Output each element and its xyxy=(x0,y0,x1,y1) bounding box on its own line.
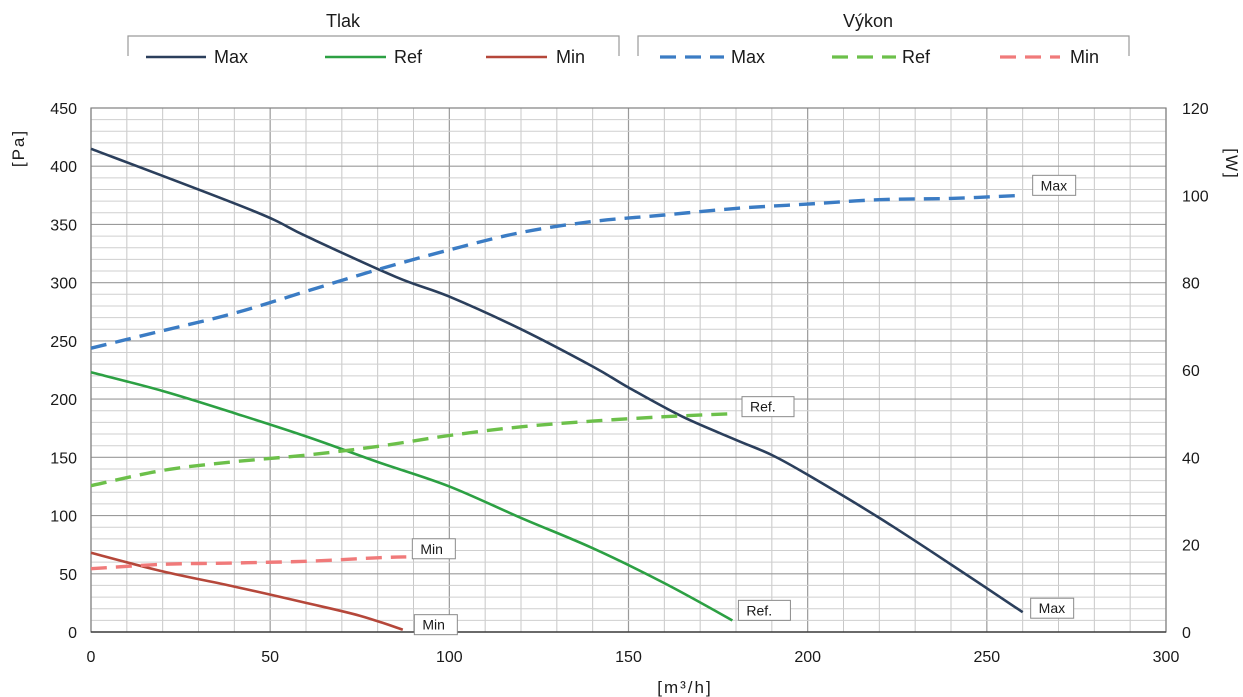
legend-label: Ref xyxy=(902,47,931,67)
y-right-tick-label: 40 xyxy=(1182,450,1200,467)
legend-group-bracket xyxy=(127,35,620,56)
annotation-text: Max xyxy=(1041,177,1067,193)
annotation-text: Ref. xyxy=(750,399,776,415)
annotation-label: Ref. xyxy=(737,599,791,621)
y-left-tick-label: 300 xyxy=(50,276,77,293)
annotation-box xyxy=(1032,174,1077,196)
legend-label: Ref xyxy=(394,47,423,67)
y-left-axis-title: [Pa] xyxy=(9,129,28,167)
y-right-tick-label: 60 xyxy=(1182,363,1200,380)
tick-labels: 0 50 100 150 200 250 3000501001502002503003504… xyxy=(50,101,1209,666)
series-lines xyxy=(90,147,1024,631)
x-tick-label: 100 xyxy=(436,649,463,666)
y-left-tick-label: 100 xyxy=(50,509,77,526)
legend-group-title: Výkon xyxy=(843,11,893,31)
x-tick-label: 50 xyxy=(261,649,279,666)
legend-group-title: Tlak xyxy=(326,11,361,31)
series-power-max-line xyxy=(90,193,1023,350)
y-left-tick-label: 250 xyxy=(50,334,77,351)
annotation-label: Ref. xyxy=(741,396,795,418)
y-left-tick-label: 50 xyxy=(59,567,77,584)
annotation-box xyxy=(737,599,791,621)
y-left-tick-label: 0 xyxy=(68,625,77,642)
annotation-box xyxy=(741,396,795,418)
y-right-tick-label: 0 xyxy=(1182,625,1191,642)
legend-label: Max xyxy=(731,47,765,67)
series-pressure-max-line xyxy=(90,147,1024,614)
legend-group-pressure: Tlak Max Ref Min xyxy=(127,11,620,67)
y-left-tick-label: 450 xyxy=(50,101,77,118)
annotation-box xyxy=(1030,597,1075,619)
legend-group-power: Výkon Max Ref Min xyxy=(637,11,1130,67)
y-right-tick-label: 100 xyxy=(1182,188,1209,205)
x-tick-label: 250 xyxy=(973,649,1000,666)
annotation-label: Max xyxy=(1030,597,1075,619)
annotation-text: Max xyxy=(1039,600,1065,616)
series-power-min-line xyxy=(90,555,407,571)
x-tick-label: 200 xyxy=(794,649,821,666)
x-tick-label: 300 xyxy=(1153,649,1180,666)
y-left-tick-label: 150 xyxy=(50,450,77,467)
legend-label: Max xyxy=(214,47,248,67)
legend: Tlak Max Ref Min Výkon Max Ref Min xyxy=(127,11,1130,67)
annotation-text: Min xyxy=(422,617,445,633)
series-pressure-min-line xyxy=(90,551,404,631)
y-right-tick-label: 120 xyxy=(1182,101,1209,118)
annotation-text: Min xyxy=(420,541,443,557)
y-left-tick-label: 400 xyxy=(50,159,77,176)
legend-group-bracket xyxy=(637,35,1130,56)
annotation-box xyxy=(411,538,456,560)
x-tick-label: 150 xyxy=(615,649,642,666)
annotation-label: Min xyxy=(411,538,456,560)
y-right-tick-label: 20 xyxy=(1182,538,1200,555)
annotation-label: Max xyxy=(1032,174,1077,196)
series-pressure-ref-line xyxy=(90,371,734,622)
y-right-tick-label: 80 xyxy=(1182,276,1200,293)
x-tick-label: 0 xyxy=(87,649,96,666)
y-left-tick-label: 350 xyxy=(50,217,77,234)
annotation-text: Ref. xyxy=(746,602,772,618)
annotations: Max Ref. Min Max Ref. Min xyxy=(411,174,1077,636)
legend-label: Min xyxy=(1070,47,1099,67)
axes xyxy=(90,107,1167,633)
grid xyxy=(90,107,1167,633)
series-power-ref-line xyxy=(90,412,733,488)
y-left-tick-label: 200 xyxy=(50,392,77,409)
x-axis-title: [m³/h] xyxy=(657,678,712,697)
annotation-box xyxy=(413,614,458,636)
legend-label: Min xyxy=(556,47,585,67)
y-right-axis-title: [W] xyxy=(1222,148,1241,180)
annotation-label: Min xyxy=(413,614,458,636)
